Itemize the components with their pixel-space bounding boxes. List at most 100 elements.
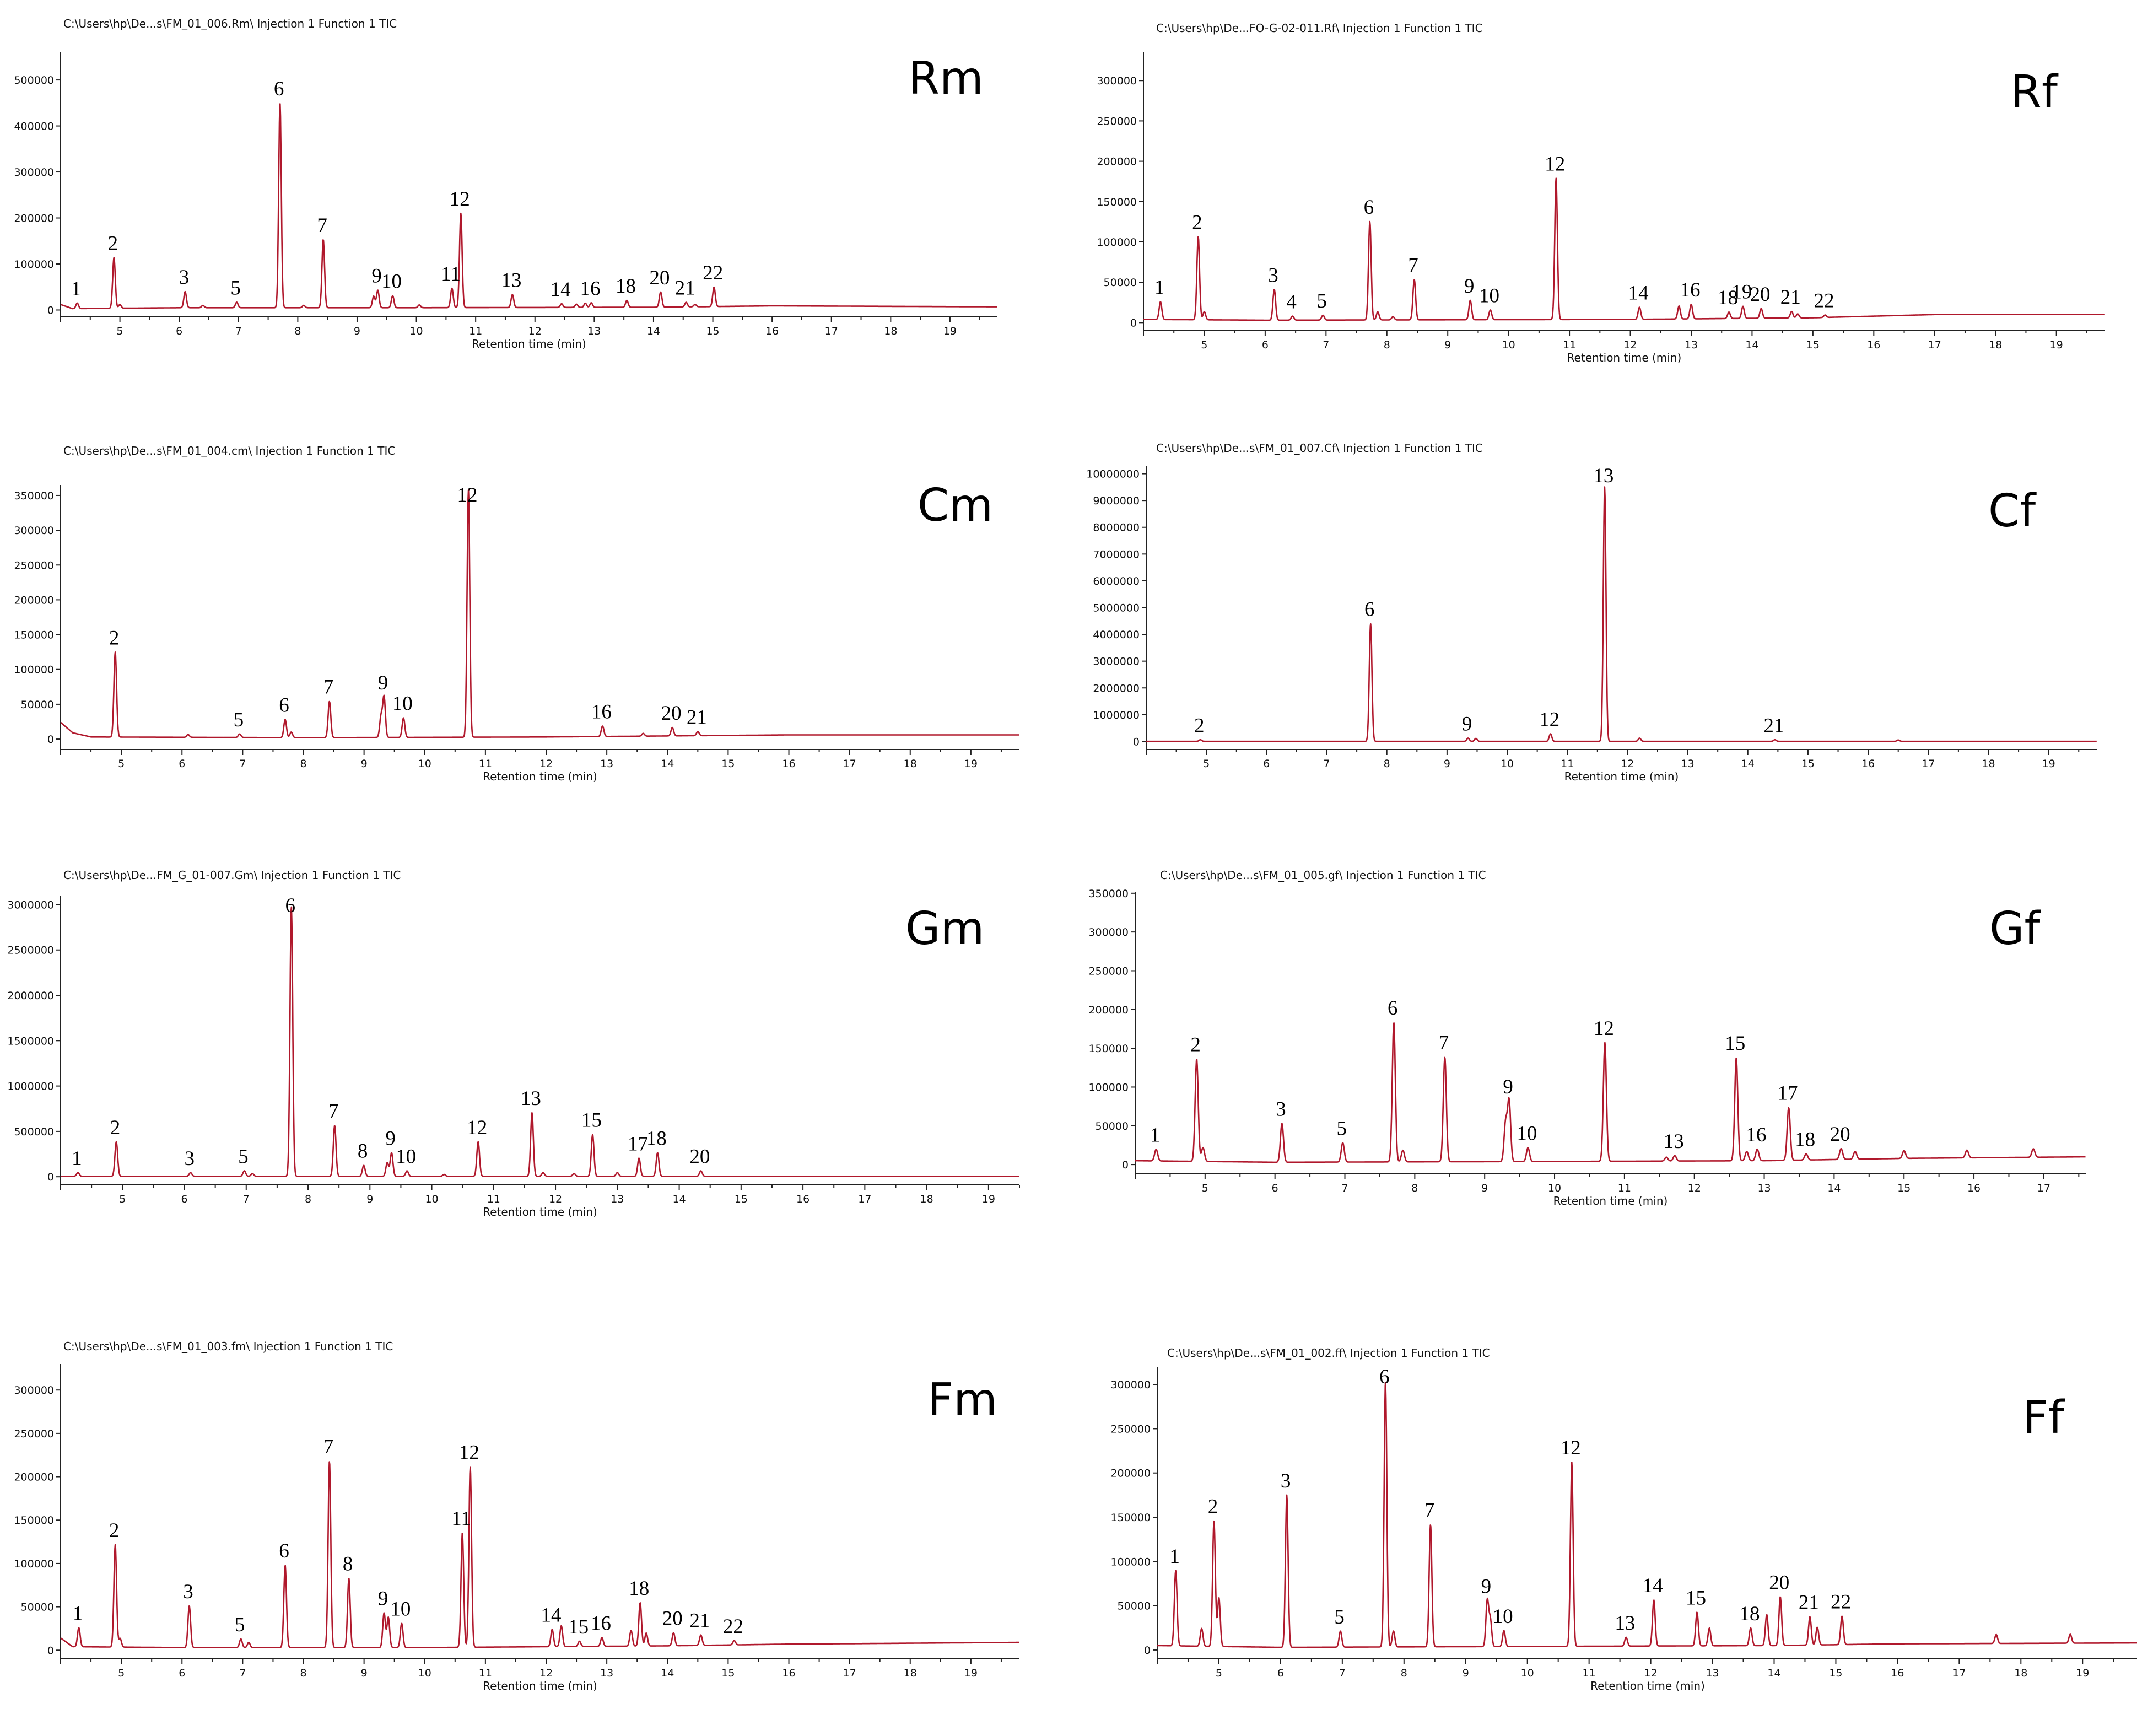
panel-name-label: Gm (905, 903, 984, 955)
peak-label: 12 (1545, 153, 1565, 176)
x-tick-label: 9 (361, 758, 368, 770)
y-tick-label: 250000 (1110, 1423, 1151, 1435)
peak-label: 9 (1481, 1575, 1492, 1598)
peak-label: 18 (1718, 287, 1738, 309)
x-tick-label: 10 (1501, 758, 1514, 770)
x-tick-label: 8 (300, 1667, 306, 1679)
y-tick-label: 150000 (1097, 196, 1137, 208)
panel-fm: C:\Users\hp\De...s\FM_01_003.fm\ Injecti… (14, 1340, 1020, 1692)
panel-name-label: Cf (1988, 485, 2037, 537)
y-tick-label: 2500000 (7, 945, 54, 957)
y-tick-label: 150000 (14, 629, 54, 641)
x-tick-label: 15 (1829, 1667, 1842, 1679)
peak-label: 2 (1190, 1034, 1201, 1056)
y-tick-label: 1000000 (7, 1081, 54, 1093)
x-tick-label: 6 (1272, 1182, 1278, 1194)
peak-label: 5 (238, 1145, 249, 1168)
x-tick-label: 5 (1201, 339, 1207, 351)
x-tick-label: 8 (1384, 758, 1390, 770)
peak-label: 10 (390, 1598, 411, 1620)
x-tick-label: 5 (118, 758, 125, 770)
y-tick-label: 0 (1144, 1645, 1151, 1657)
peak-label: 1 (73, 1602, 83, 1625)
peak-label: 6 (279, 1540, 289, 1562)
peak-label: 15 (568, 1616, 589, 1638)
panel-name-label: Rm (908, 52, 984, 105)
x-tick-label: 9 (1481, 1182, 1488, 1194)
x-tick-label: 6 (179, 1667, 185, 1679)
y-tick-label: 300000 (14, 1384, 54, 1397)
x-tick-label: 17 (2037, 1182, 2050, 1194)
x-tick-label: 5 (1203, 758, 1210, 770)
x-tick-label: 10 (1548, 1182, 1561, 1194)
tic-trace-line (1135, 1022, 2086, 1163)
x-tick-label: 15 (706, 325, 719, 337)
peak-label: 20 (1769, 1571, 1789, 1594)
x-tick-label: 12 (1688, 1182, 1701, 1194)
peak-label: 5 (235, 1614, 245, 1636)
peak-label: 7 (323, 676, 334, 699)
y-tick-label: 400000 (14, 121, 54, 133)
y-tick-label: 300000 (1110, 1379, 1151, 1391)
y-tick-label: 2000000 (7, 990, 54, 1002)
peak-label: 18 (616, 275, 636, 298)
x-tick-label: 6 (1262, 339, 1269, 351)
x-tick-label: 11 (479, 1667, 492, 1679)
x-tick-label: 11 (1563, 339, 1576, 351)
x-tick-label: 19 (964, 1667, 978, 1679)
y-tick-label: 1000000 (1093, 709, 1140, 721)
x-tick-label: 15 (721, 1667, 735, 1679)
peak-label: 7 (328, 1100, 339, 1123)
peak-label: 10 (392, 693, 413, 715)
x-tick-label: 12 (539, 758, 553, 770)
peak-label: 5 (1317, 290, 1327, 312)
x-tick-label: 9 (366, 1193, 373, 1205)
chart-header-title: C:\Users\hp\De...s\FM_01_003.fm\ Injecti… (63, 1340, 393, 1353)
peak-label: 20 (662, 1608, 683, 1630)
x-tick-label: 13 (611, 1193, 624, 1205)
x-tick-label: 17 (858, 1193, 871, 1205)
x-tick-label: 14 (661, 758, 674, 770)
y-tick-label: 250000 (1088, 965, 1129, 977)
x-tick-label: 9 (354, 325, 360, 337)
x-axis-title: Retention time (min) (1590, 1679, 1705, 1692)
peak-label: 3 (1268, 264, 1278, 287)
peak-label: 13 (1615, 1612, 1635, 1635)
peak-label: 21 (1780, 286, 1801, 309)
panel-gm: C:\Users\hp\De...FM_G_01-007.Gm\ Injecti… (7, 869, 1020, 1219)
y-tick-label: 50000 (1104, 277, 1137, 289)
tic-trace-line (60, 1461, 1020, 1648)
y-tick-label: 150000 (14, 1514, 54, 1527)
peak-label: 21 (1799, 1592, 1819, 1614)
x-tick-label: 16 (1861, 758, 1875, 770)
y-tick-label: 300000 (14, 525, 54, 537)
x-tick-label: 16 (1967, 1182, 1980, 1194)
peak-label: 12 (1539, 709, 1559, 731)
peak-label: 14 (1643, 1575, 1663, 1597)
peak-label: 7 (323, 1436, 334, 1458)
x-axis-title: Retention time (min) (1567, 351, 1682, 364)
peak-label: 1 (72, 1147, 82, 1170)
peak-label: 18 (1739, 1603, 1760, 1625)
peak-label: 13 (521, 1087, 541, 1110)
peak-label: 3 (1281, 1470, 1291, 1492)
y-tick-label: 350000 (1088, 888, 1129, 900)
x-tick-label: 17 (1928, 339, 1941, 351)
peak-label: 7 (1408, 254, 1418, 277)
x-tick-label: 17 (843, 1667, 856, 1679)
y-tick-label: 100000 (14, 258, 54, 271)
x-tick-label: 5 (118, 1667, 125, 1679)
peak-label: 22 (723, 1615, 743, 1638)
y-tick-label: 50000 (1096, 1120, 1129, 1133)
peak-label: 2 (109, 627, 120, 649)
x-tick-label: 7 (1323, 339, 1329, 351)
y-tick-label: 200000 (14, 1471, 54, 1484)
y-tick-label: 0 (47, 1645, 54, 1657)
peak-label: 9 (1503, 1076, 1513, 1098)
y-tick-label: 0 (1130, 317, 1137, 329)
peak-label: 10 (1517, 1122, 1537, 1145)
x-tick-label: 6 (181, 1193, 187, 1205)
x-tick-label: 7 (243, 1193, 250, 1205)
x-tick-label: 10 (425, 1193, 438, 1205)
tic-trace-line (60, 103, 998, 310)
